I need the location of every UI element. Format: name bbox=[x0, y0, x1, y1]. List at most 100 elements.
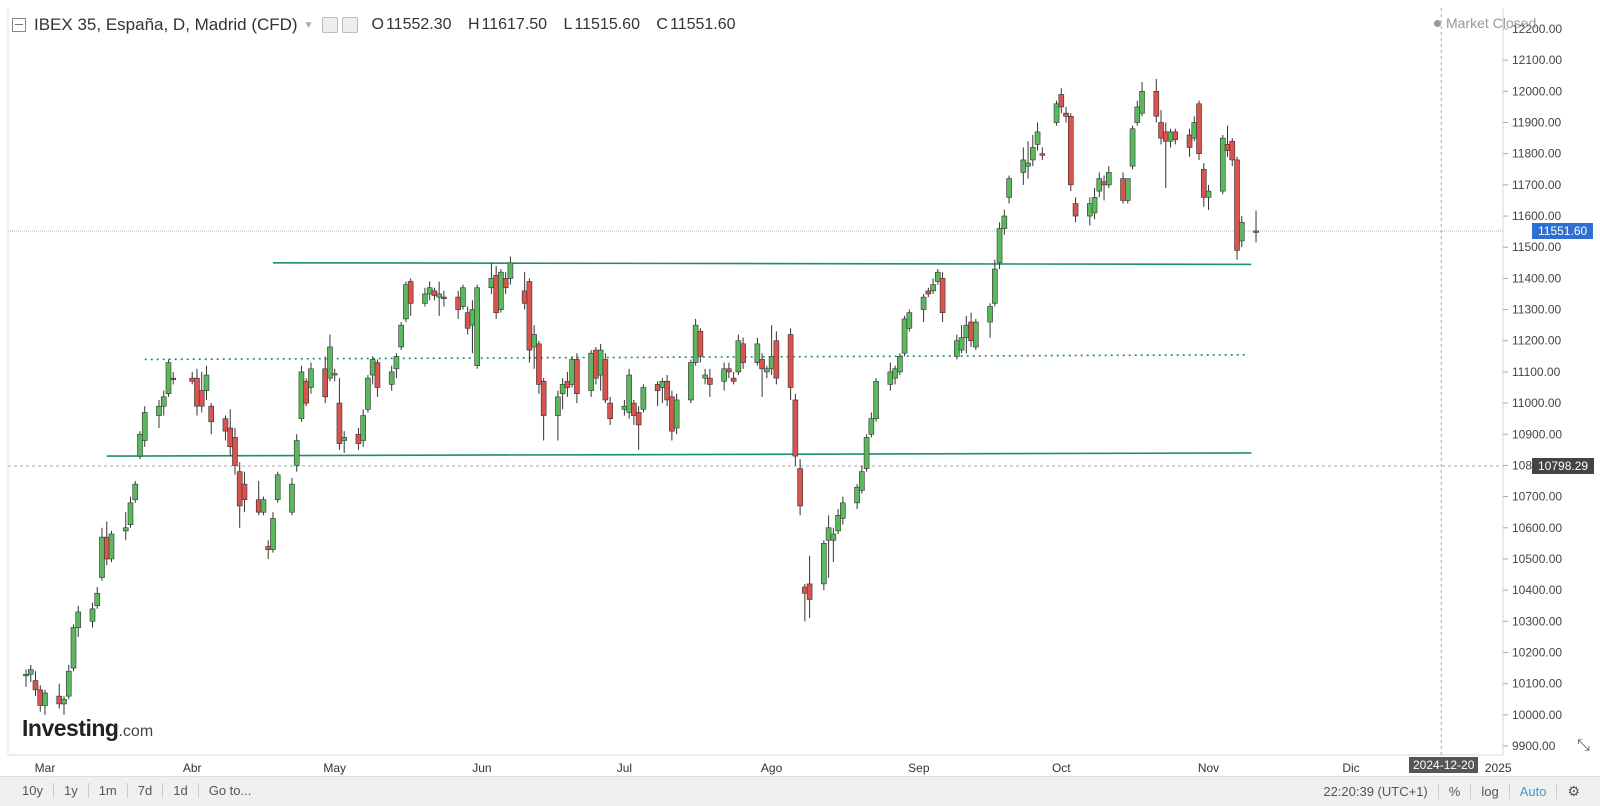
candle-up bbox=[721, 368, 727, 382]
goto-button[interactable]: Go to... bbox=[208, 783, 252, 798]
last-price-tag: 11551.60 bbox=[1532, 223, 1594, 240]
candle-up bbox=[692, 324, 699, 363]
candle-down bbox=[1068, 115, 1074, 186]
candle-up bbox=[293, 440, 300, 466]
candle-up bbox=[626, 374, 632, 413]
candle-down bbox=[431, 290, 438, 296]
candle-down bbox=[773, 340, 780, 379]
range-1d-button[interactable]: 1d bbox=[163, 783, 199, 798]
candle-up bbox=[132, 483, 139, 501]
candle-down bbox=[1120, 178, 1126, 201]
y-tick-label: 11200.00 bbox=[1512, 334, 1561, 348]
candle-up bbox=[27, 669, 34, 675]
y-tick-label: 12200.00 bbox=[1512, 22, 1562, 36]
candle-down bbox=[1224, 144, 1231, 151]
candle-up bbox=[821, 543, 827, 585]
candle-up bbox=[141, 412, 148, 441]
candle-down bbox=[103, 536, 110, 560]
candle-up bbox=[1191, 122, 1198, 139]
candle-up bbox=[1219, 137, 1226, 192]
low-label: L bbox=[563, 16, 573, 33]
candle-up bbox=[1134, 106, 1141, 123]
candle-down bbox=[654, 384, 661, 391]
range-1y-button[interactable]: 1y bbox=[54, 783, 89, 798]
log-toggle[interactable]: log bbox=[1471, 784, 1510, 799]
close-label: C bbox=[656, 16, 668, 33]
candle-up bbox=[954, 340, 960, 357]
candle-up bbox=[488, 278, 495, 289]
candle-up bbox=[160, 396, 167, 407]
candle-up bbox=[89, 608, 96, 622]
crosshair-price-tag: 10798.29 bbox=[1532, 457, 1595, 474]
candle-down bbox=[1039, 153, 1046, 156]
candle-up bbox=[1124, 178, 1131, 201]
candle-up bbox=[498, 271, 504, 310]
y-tick-label: 11500.00 bbox=[1512, 240, 1561, 254]
candle-up bbox=[901, 318, 908, 354]
candle-down bbox=[303, 380, 310, 404]
settings-small-icon[interactable] bbox=[341, 17, 358, 33]
candle-down bbox=[322, 368, 328, 398]
x-tick-label: 2025 bbox=[1485, 761, 1512, 775]
y-tick-label: 11100.00 bbox=[1512, 365, 1561, 379]
chevron-down-icon[interactable]: ▼ bbox=[303, 19, 314, 31]
candle-up bbox=[892, 368, 898, 379]
range-1m-button[interactable]: 1m bbox=[89, 783, 128, 798]
candle-up bbox=[1238, 221, 1245, 242]
candle-up bbox=[137, 433, 143, 457]
candle-up bbox=[165, 362, 172, 395]
candle-down bbox=[336, 402, 343, 444]
candle-up bbox=[1091, 197, 1098, 214]
candle-down bbox=[355, 433, 362, 444]
candle-up bbox=[597, 349, 604, 376]
candle-up bbox=[65, 670, 72, 697]
candle-down bbox=[802, 586, 808, 594]
candle-down bbox=[1063, 112, 1069, 117]
candle-up bbox=[42, 692, 48, 706]
auto-scale-toggle[interactable]: Auto bbox=[1510, 784, 1558, 799]
collapse-icon[interactable] bbox=[12, 18, 26, 32]
low-value: 11515.60 bbox=[574, 16, 640, 33]
candle-up bbox=[369, 359, 376, 376]
candle-down bbox=[574, 359, 580, 395]
candle-up bbox=[203, 374, 210, 391]
candle-up bbox=[673, 399, 680, 429]
candle-down bbox=[407, 281, 414, 304]
gear-icon[interactable]: ⚙ bbox=[1567, 783, 1580, 799]
candle-up bbox=[260, 499, 267, 513]
candle-up bbox=[108, 533, 115, 560]
candle-up bbox=[1139, 91, 1145, 114]
logo-sub: .com bbox=[118, 723, 154, 740]
clock-text: 22:20:39 (UTC+1) bbox=[1313, 784, 1439, 799]
candle-down bbox=[189, 377, 196, 382]
candle-down bbox=[265, 546, 272, 550]
candle-down bbox=[227, 427, 234, 448]
range-7d-button[interactable]: 7d bbox=[128, 783, 164, 798]
candle-down bbox=[32, 680, 39, 691]
candle-down bbox=[707, 377, 713, 385]
candle-down bbox=[730, 377, 737, 382]
candle-up bbox=[688, 362, 694, 401]
candle-up bbox=[75, 611, 82, 628]
candle-up bbox=[289, 483, 295, 513]
eye-icon[interactable] bbox=[321, 17, 338, 33]
y-tick-label: 10300.00 bbox=[1512, 614, 1562, 628]
candle-up bbox=[507, 262, 514, 279]
candle-up bbox=[1053, 103, 1060, 123]
candle-down bbox=[1229, 140, 1236, 161]
range-10y-button[interactable]: 10y bbox=[12, 783, 54, 798]
expand-icon[interactable]: ⤡ bbox=[1577, 737, 1590, 754]
candle-up bbox=[327, 346, 333, 379]
candle-up bbox=[887, 371, 894, 385]
candle-up bbox=[935, 271, 941, 282]
symbol-title[interactable]: IBEX 35, España, D, Madrid (CFD) bbox=[34, 15, 298, 34]
candle-up bbox=[1034, 131, 1041, 145]
candle-down bbox=[792, 399, 799, 457]
candle-down bbox=[1153, 91, 1160, 117]
x-tick-label: May bbox=[323, 761, 346, 775]
y-tick-label: 9900.00 bbox=[1512, 739, 1556, 753]
candle-up bbox=[1001, 215, 1008, 229]
percent-toggle[interactable]: % bbox=[1439, 784, 1472, 799]
candle-down bbox=[374, 362, 381, 388]
